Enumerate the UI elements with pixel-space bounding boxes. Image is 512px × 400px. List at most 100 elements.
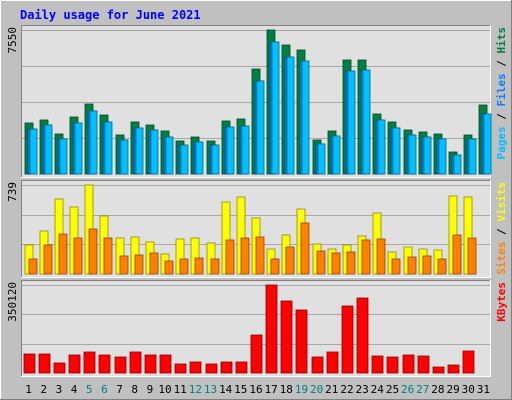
pages-bar	[438, 138, 447, 175]
legend-entry: Sites	[495, 242, 508, 275]
kbytes-bar	[98, 354, 111, 374]
kbytes-bar	[295, 309, 308, 374]
sites-bar	[452, 234, 462, 275]
pages-bar	[271, 41, 280, 175]
sites-bar	[134, 254, 144, 275]
kbytes-bar	[432, 366, 445, 374]
pages-bar	[377, 119, 386, 175]
x-tick-label: 17	[265, 383, 278, 396]
pages-bar	[423, 136, 432, 175]
kbytes-bar	[341, 305, 354, 374]
kbytes-bar	[356, 297, 369, 374]
x-tick-label: 21	[325, 383, 338, 396]
kbytes-bar	[159, 354, 172, 374]
pages-bar	[362, 69, 371, 175]
x-tick-label: 8	[131, 383, 138, 396]
pages-bar	[195, 141, 204, 175]
sites-bar	[73, 237, 83, 275]
kbytes-bar	[447, 364, 460, 374]
y-max-label: 739	[6, 182, 19, 202]
pages-bar	[44, 124, 53, 175]
sites-bar	[437, 258, 447, 275]
sites-bar	[346, 251, 356, 275]
x-tick-label: 14	[219, 383, 233, 396]
sites-bar	[467, 237, 477, 275]
x-tick-label: 1	[25, 383, 32, 396]
x-tick-label: 26	[401, 383, 414, 396]
x-tick-label: 28	[431, 383, 444, 396]
pages-bar	[104, 121, 113, 175]
sites-bar	[361, 239, 371, 275]
sites-bar	[179, 258, 189, 275]
pages-bar	[120, 139, 129, 175]
sites-bar	[58, 233, 68, 275]
pages-bar	[180, 144, 189, 175]
x-tick-label: 16	[249, 383, 262, 396]
kbytes-bar	[144, 354, 157, 374]
sites-bar	[270, 258, 280, 275]
sites-bar	[43, 244, 53, 275]
x-tick-label: 15	[234, 383, 247, 396]
x-tick-label: 2	[40, 383, 47, 396]
x-tick-label: 30	[462, 383, 475, 396]
sites-bar	[331, 252, 341, 275]
sites-bar	[391, 258, 401, 275]
panel-3: 350120 KBytes	[6, 280, 508, 377]
sites-bar	[255, 236, 265, 275]
kbytes-bar	[462, 350, 475, 374]
sites-bar	[210, 258, 220, 275]
pages-bar	[332, 135, 341, 175]
pages-bar	[286, 56, 295, 175]
legend-entry: Visits	[495, 182, 508, 222]
x-tick-label: 9	[147, 383, 154, 396]
x-tick-label: 12	[189, 383, 202, 396]
pages-bar	[211, 144, 220, 175]
sites-bar	[285, 246, 295, 275]
pages-bar	[241, 125, 250, 175]
pages-bar	[256, 80, 265, 175]
kbytes-bar	[174, 363, 187, 374]
panel-legend: KBytes	[495, 282, 508, 322]
x-tick-label: 11	[174, 383, 187, 396]
pages-bar	[317, 143, 326, 175]
legend-entry: Files	[495, 73, 508, 106]
x-tick-label: 29	[446, 383, 459, 396]
pages-bar	[74, 122, 83, 175]
sites-bar	[376, 238, 386, 275]
x-tick-label: 27	[416, 383, 429, 396]
x-tick-label: 20	[310, 383, 323, 396]
x-tick-label: 19	[295, 383, 308, 396]
pages-bar	[150, 129, 159, 175]
x-tick-label: 18	[280, 383, 293, 396]
y-max-label: 7550	[6, 27, 19, 54]
sites-bar	[300, 222, 310, 275]
sites-bar	[225, 239, 235, 275]
kbytes-bar	[311, 356, 324, 374]
pages-bar	[468, 138, 477, 175]
sites-bar	[422, 255, 432, 275]
legend-entry: /	[495, 222, 508, 242]
panel-2: 739 Sites / Visits	[6, 180, 508, 278]
legend-entry: KBytes	[495, 282, 508, 322]
pages-bar	[165, 136, 174, 175]
x-tick-label: 10	[158, 383, 171, 396]
kbytes-bar	[386, 356, 399, 374]
kbytes-bar	[402, 354, 415, 374]
pages-bar	[226, 126, 235, 175]
pages-bar	[347, 70, 356, 175]
x-tick-label: 23	[355, 383, 368, 396]
panel-legend: Pages / Files / Hits	[495, 27, 508, 160]
pages-bar	[135, 127, 144, 175]
legend-entry: Pages	[495, 126, 508, 159]
sites-bar	[194, 257, 204, 275]
panel-1: 7550 Pages / Files / Hits	[6, 25, 508, 178]
x-tick-label: 6	[101, 383, 108, 396]
pages-bar	[29, 128, 38, 175]
kbytes-bar	[417, 355, 430, 374]
x-tick-label: 31	[477, 383, 490, 396]
kbytes-bar	[235, 361, 248, 374]
kbytes-bar	[250, 334, 263, 374]
sites-bar	[240, 237, 250, 275]
x-tick-label: 13	[204, 383, 217, 396]
sites-bar	[164, 260, 174, 275]
